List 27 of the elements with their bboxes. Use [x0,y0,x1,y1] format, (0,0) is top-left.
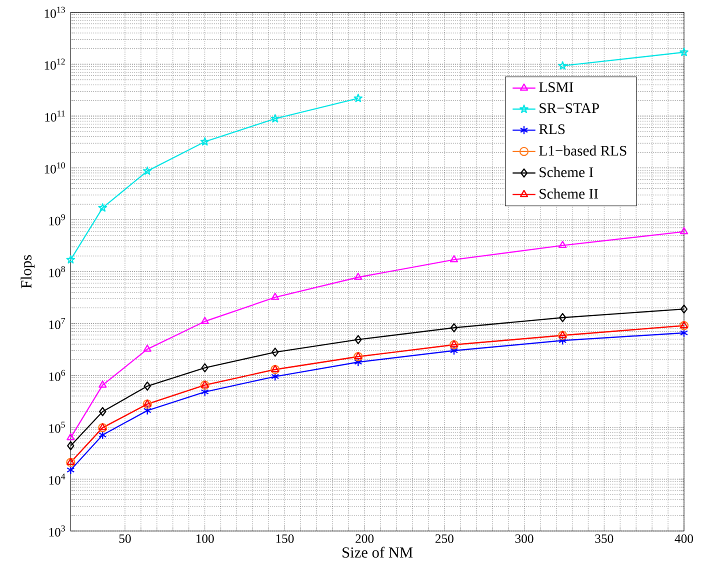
y-tick-label: 10$^{11}$ [45,110,65,122]
legend-label: LSMI [539,82,574,92]
legend-label: Scheme II [540,188,598,199]
x-tick-label: 50 [119,534,131,543]
y-tick-label: 10$^{8}$ [49,266,65,278]
y-tick-label: 10$^{7}$ [49,318,66,330]
x-tick-label: 400 [674,534,694,543]
y-tick-label: 10$^{5}$ [49,422,65,433]
y-tick-label: 10$^{3}$ [49,525,65,537]
legend-label: L1−based RLS [539,145,626,156]
x-tick-label: 300 [515,534,534,543]
x-tick-label: 200 [356,534,374,543]
legend-label: RLS [539,124,565,134]
x-axis-title: Size of NM [342,546,413,558]
x-tick-label: 100 [196,534,214,543]
x-tick-label: 250 [435,534,454,543]
y-axis-title: Flops [20,255,35,288]
y-tick-label: 10$^{6}$ [49,370,66,381]
y-tick-label: 10$^{9}$ [49,214,65,226]
x-tick-label: 350 [595,534,614,543]
legend-label: SR−STAP [540,103,599,114]
y-tick-label: 10$^{13}$ [44,6,65,18]
y-tick-label: 10$^{10}$ [44,162,65,174]
y-tick-label: 10$^{12}$ [44,58,65,70]
legend-label: Scheme I [540,166,594,178]
y-tick-label: 10$^{4}$ [49,474,66,485]
x-tick-label: 150 [276,534,294,543]
